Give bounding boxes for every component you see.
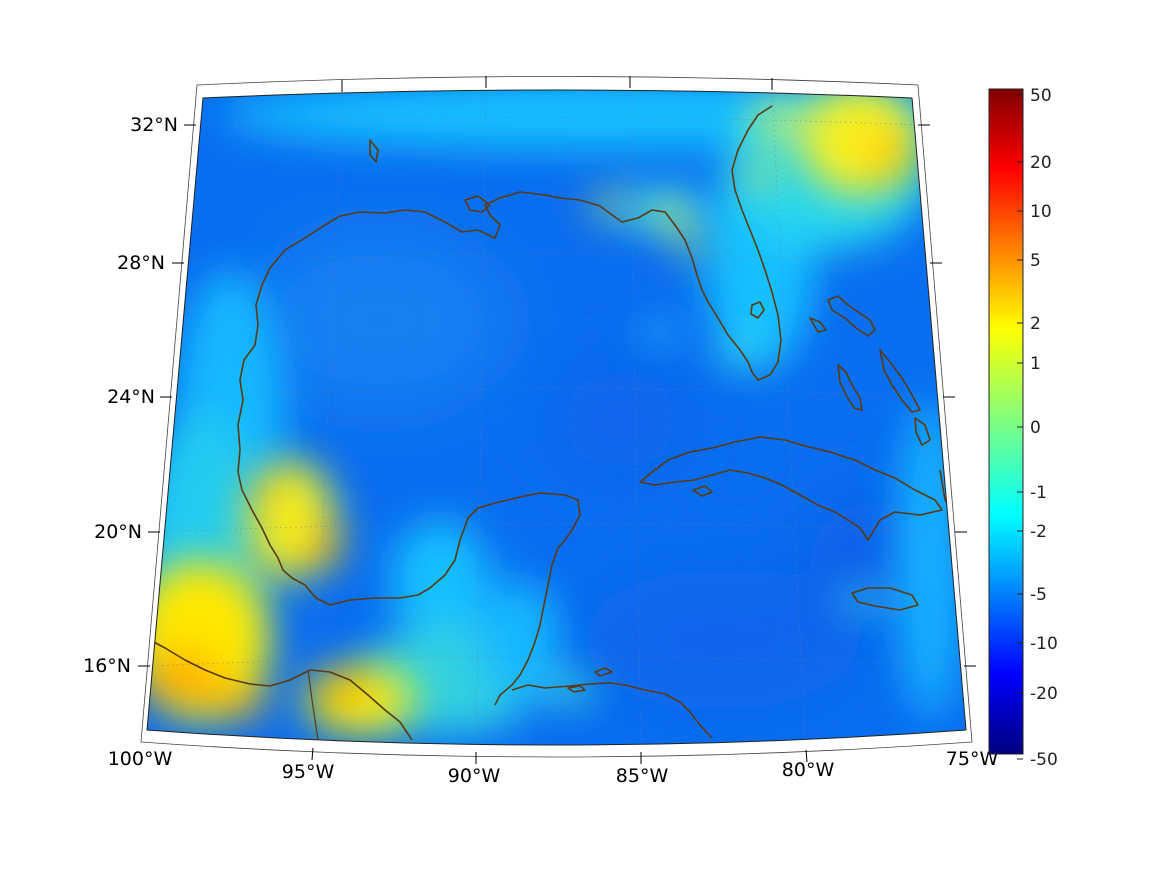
lat-label-32: 32°N (130, 114, 178, 136)
colorbar-label: -1 (1030, 483, 1047, 503)
colorbar-label: 0 (1030, 418, 1041, 438)
colorbar-label: 20 (1030, 153, 1052, 173)
colorbar-label: 10 (1030, 202, 1052, 222)
lat-label-24: 24°N (107, 386, 155, 408)
colorbar-label: -20 (1030, 684, 1058, 704)
lon-label-85: 85°W (616, 765, 669, 787)
colorbar-label: -5 (1030, 585, 1047, 605)
colorbar-label: 50 (1030, 86, 1052, 106)
colorbar-label: 2 (1030, 314, 1041, 334)
colorbar-gradient (988, 88, 1024, 755)
lon-label-95: 95°W (282, 761, 335, 783)
map-frame (138, 76, 976, 764)
lat-label-28: 28°N (117, 252, 165, 274)
colorbar-label: 1 (1030, 354, 1041, 374)
coastlines (149, 105, 966, 741)
colorbar-label: -2 (1030, 522, 1047, 542)
lon-label-100: 100°W (108, 748, 173, 770)
graticule (151, 90, 965, 745)
lat-label-16: 16°N (83, 655, 131, 677)
data-field (147, 90, 966, 745)
colorbar-label: 5 (1030, 251, 1041, 271)
lon-label-90: 90°W (448, 765, 501, 787)
lat-labels: 32°N 28°N 24°N 20°N 16°N (83, 114, 178, 677)
colorbar-label: -50 (1030, 750, 1058, 770)
lon-labels: 100°W 95°W 90°W 85°W 80°W 75°W (108, 748, 999, 787)
lon-label-75: 75°W (946, 748, 999, 770)
colorbar-label: -10 (1030, 634, 1058, 654)
lat-label-20: 20°N (94, 521, 142, 543)
lon-label-80: 80°W (782, 759, 835, 781)
